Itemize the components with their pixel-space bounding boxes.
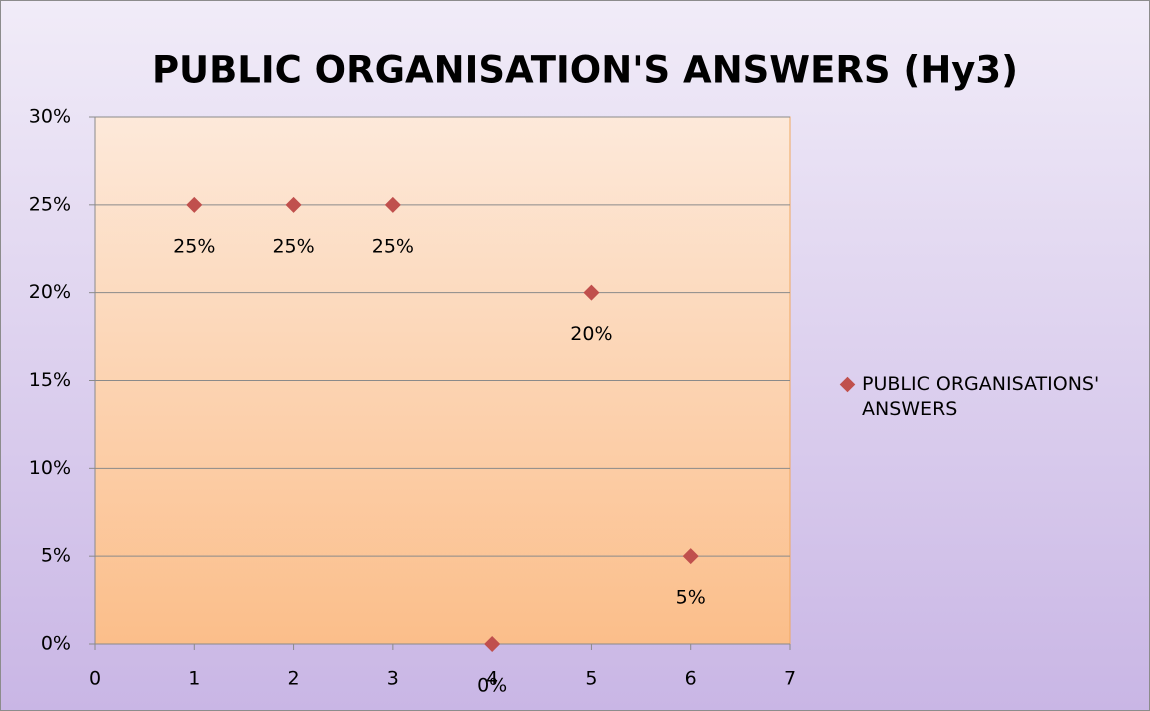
data-label: 25% xyxy=(272,235,314,257)
x-tick-label: 1 xyxy=(188,668,200,690)
data-label: 5% xyxy=(676,587,706,609)
x-tick-label: 6 xyxy=(685,668,697,690)
x-tick-label: 7 xyxy=(784,668,796,690)
x-tick-label: 5 xyxy=(585,668,597,690)
data-point xyxy=(682,548,699,565)
y-tick-label: 25% xyxy=(29,193,71,215)
legend-key xyxy=(838,372,862,422)
x-tick-label: 0 xyxy=(89,668,101,690)
y-tick-label: 20% xyxy=(29,281,71,303)
data-label: 0% xyxy=(477,675,507,697)
data-label: 20% xyxy=(570,323,612,345)
y-tick-label: 0% xyxy=(41,633,71,655)
y-tick-label: 5% xyxy=(41,545,71,567)
x-tick-label: 2 xyxy=(288,668,300,690)
data-label: 25% xyxy=(173,235,215,257)
data-point xyxy=(384,196,401,213)
legend: PUBLIC ORGANISATIONS' ANSWERS xyxy=(838,372,1138,422)
y-tick-label: 10% xyxy=(29,457,71,479)
y-tick-label: 30% xyxy=(29,106,71,128)
chart-title: PUBLIC ORGANISATION'S ANSWERS (Hy3) xyxy=(152,49,1018,92)
legend-label: PUBLIC ORGANISATIONS' ANSWERS xyxy=(862,373,1100,420)
x-tick-label: 4 xyxy=(486,668,498,690)
y-tick-label: 15% xyxy=(29,369,71,391)
data-point xyxy=(186,196,203,213)
data-point xyxy=(285,196,302,213)
data-point xyxy=(583,284,600,301)
data-point xyxy=(484,636,501,652)
x-tick-label: 3 xyxy=(387,668,399,690)
data-label: 25% xyxy=(372,235,414,257)
